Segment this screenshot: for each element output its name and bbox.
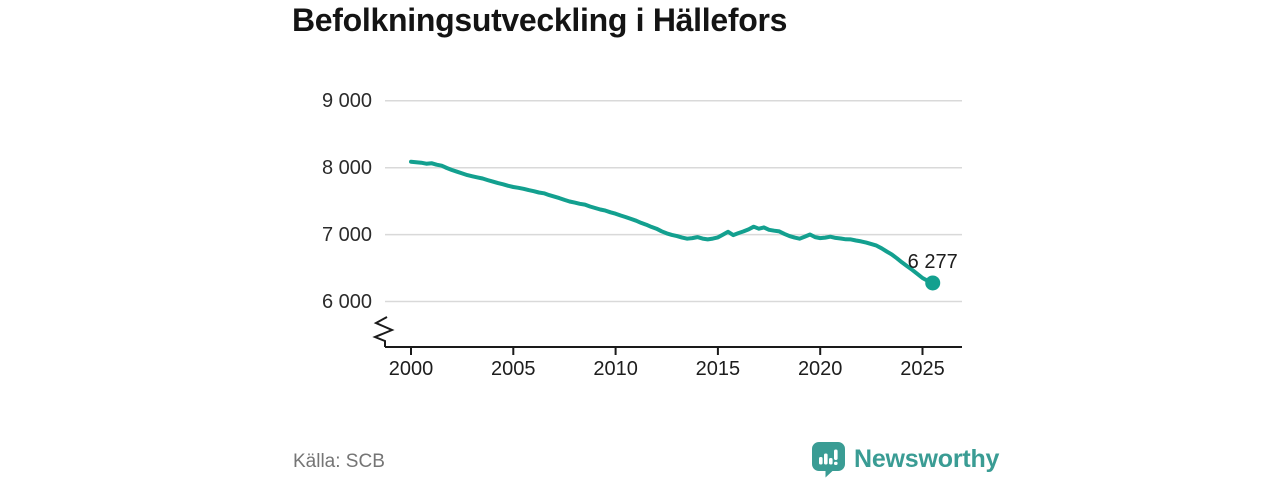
y-tick-label: 8 000	[321, 156, 372, 179]
y-tick-label: 6 000	[321, 290, 372, 313]
x-tick-label: 2000	[388, 358, 434, 380]
brand-name: Newsworthy	[854, 445, 1000, 473]
population-series-line	[409, 159, 935, 285]
end-point-dot	[925, 275, 941, 291]
chart-title: Befolkningsutveckling i Hällefors	[292, 2, 788, 38]
x-tick-label: 2005	[491, 358, 536, 380]
y-tick-label: 7 000	[321, 223, 372, 246]
source-note: Källa: SCB	[293, 451, 385, 472]
x-tick-label: 2010	[593, 358, 638, 380]
x-tick-label: 2015	[695, 358, 741, 380]
newsworthy-brand: Newsworthy	[811, 441, 999, 478]
y-axis-break-icon	[372, 316, 395, 347]
last-value-label: 6 277	[907, 250, 958, 273]
speech-bubble-bar-chart-icon	[812, 442, 845, 478]
x-tick-label: 2025	[900, 358, 945, 380]
x-tick-label: 2020	[797, 358, 843, 380]
y-tick-label: 9 000	[321, 89, 372, 112]
